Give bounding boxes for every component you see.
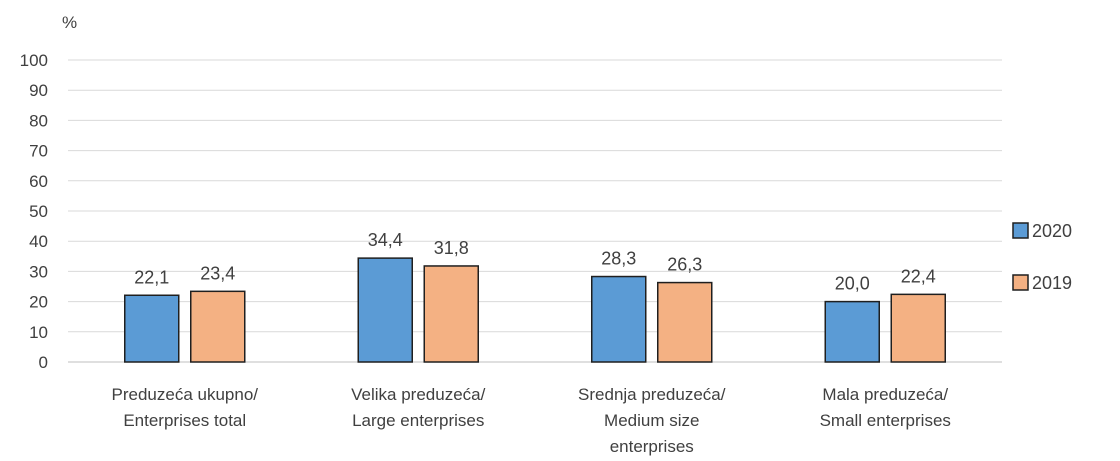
category-label-line: Velika preduzeća/ [351, 385, 485, 404]
category-label-line: Mala preduzeća/ [822, 385, 948, 404]
category-label-line: Medium size [604, 411, 699, 430]
y-tick-label: 80 [29, 111, 48, 130]
data-label: 20,0 [835, 274, 870, 294]
category-label-line: Enterprises total [123, 411, 246, 430]
data-label: 34,4 [368, 230, 403, 250]
data-label: 22,1 [134, 267, 169, 287]
data-label: 28,3 [601, 249, 636, 269]
bars [124, 257, 946, 363]
data-label: 22,4 [901, 266, 936, 286]
category-label: Preduzeća ukupno/Enterprises total [112, 385, 259, 430]
category-label-line: Srednja preduzeća/ [578, 385, 726, 404]
bar-2020 [824, 300, 880, 363]
category-label: Mala preduzeća/Small enterprises [820, 385, 951, 430]
category-label-line: enterprises [610, 437, 694, 456]
y-axis-unit-label: % [62, 13, 77, 32]
bar-2020 [591, 275, 647, 363]
category-label: Velika preduzeća/Large enterprises [351, 385, 485, 430]
bar-2020 [124, 294, 180, 363]
category-label-line: Large enterprises [352, 411, 484, 430]
y-axis-ticks: 0 10 20 30 40 50 60 70 80 90 100 [20, 51, 48, 372]
y-tick-label: 30 [29, 262, 48, 281]
y-tick-label: 100 [20, 51, 48, 70]
y-tick-label: 50 [29, 202, 48, 221]
y-tick-label: 10 [29, 323, 48, 342]
y-tick-label: 70 [29, 142, 48, 161]
category-label-line: Small enterprises [820, 411, 951, 430]
legend-label: 2020 [1032, 221, 1072, 241]
y-tick-label: 40 [29, 232, 48, 251]
legend-label: 2019 [1032, 273, 1072, 293]
category-label: Srednja preduzeća/Medium size enterprises [578, 385, 726, 456]
legend-swatch-2019 [1012, 274, 1029, 291]
bar-2019 [423, 265, 479, 363]
data-label: 23,4 [200, 263, 235, 283]
legend: 2020 2019 [1012, 221, 1072, 293]
y-tick-label: 0 [39, 353, 48, 372]
data-labels: 22,1 23,4 34,4 31,8 28,3 26,3 20,0 22,4 [134, 230, 936, 293]
bar-2019 [657, 281, 713, 363]
bar-2019 [890, 293, 946, 363]
legend-swatch-2020 [1012, 222, 1029, 239]
bar-2020 [357, 257, 413, 363]
y-tick-label: 20 [29, 293, 48, 312]
category-label-line: Preduzeća ukupno/ [112, 385, 259, 404]
data-label: 26,3 [667, 255, 702, 275]
y-tick-label: 60 [29, 172, 48, 191]
data-label: 31,8 [434, 238, 469, 258]
bar-2019 [190, 290, 246, 363]
y-tick-label: 90 [29, 81, 48, 100]
x-axis-categories: Preduzeća ukupno/Enterprises total Velika… [112, 385, 951, 456]
